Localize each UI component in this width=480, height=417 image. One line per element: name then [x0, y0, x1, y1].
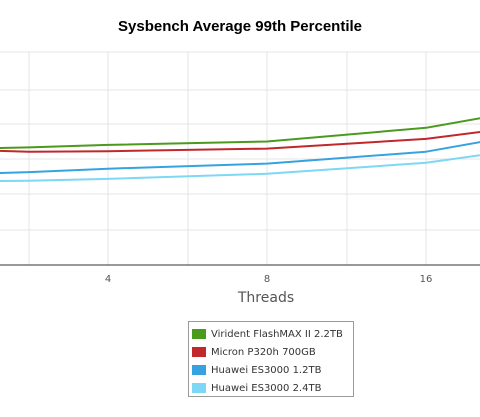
legend-swatch-micron: [192, 347, 206, 357]
series-line-huawei-2-4tb: [0, 154, 480, 182]
legend-swatch-virident: [192, 329, 206, 339]
series-line-micron: [0, 130, 480, 153]
x-tick-label: 4: [105, 274, 111, 285]
legend-label: Micron P320h 700GB: [211, 346, 316, 358]
legend-label: Virident FlashMAX II 2.2TB: [211, 328, 343, 340]
legend: Virident FlashMAX II 2.2TB Micron P320h …: [188, 321, 354, 397]
legend-label: Huawei ES3000 2.4TB: [211, 382, 322, 394]
x-tick-label: 16: [420, 274, 433, 285]
chart-title: Sysbench Average 99th Percentile: [118, 18, 362, 35]
legend-item: Micron P320h 700GB: [192, 343, 353, 361]
legend-item: Huawei ES3000 2.4TB: [192, 379, 353, 397]
legend-item: Huawei ES3000 1.2TB: [192, 361, 353, 379]
series-line-virident: [0, 117, 480, 149]
x-tick-label: 8: [264, 274, 270, 285]
legend-label: Huawei ES3000 1.2TB: [211, 364, 322, 376]
series-line-huawei-1-2tb: [0, 141, 480, 174]
x-axis-title: Threads: [237, 290, 295, 306]
legend-swatch-huawei-1-2tb: [192, 365, 206, 375]
legend-item: Virident FlashMAX II 2.2TB: [192, 325, 353, 343]
legend-swatch-huawei-2-4tb: [192, 383, 206, 393]
